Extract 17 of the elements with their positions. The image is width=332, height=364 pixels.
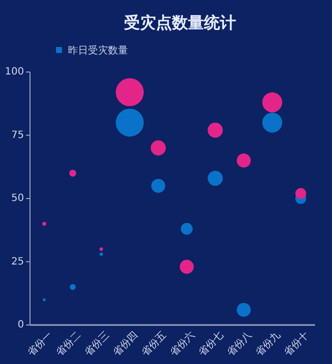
x-tick-label: 省份八: [224, 329, 254, 359]
x-tick-label: 省份九: [253, 329, 283, 359]
x-tick-label: 省份五: [139, 329, 169, 359]
x-tick-label: 省份一: [25, 329, 55, 359]
x-tick-label: 省份二: [54, 329, 84, 359]
x-tick-label: 省份四: [110, 329, 140, 359]
y-tick-label: 100: [4, 66, 24, 78]
y-tick-label: 0: [18, 320, 24, 331]
legend-label: 昨日受灾数量: [68, 44, 128, 57]
y-tick-label: 25: [11, 256, 24, 268]
x-tick-label: 省份三: [82, 329, 112, 359]
x-tick-label: 省份十: [282, 329, 312, 359]
y-tick-label: 75: [11, 130, 24, 141]
x-tick-label: 省份六: [168, 329, 198, 359]
chart-title: 受灾点数量统计: [123, 13, 236, 32]
x-tick-label: 省份七: [196, 329, 226, 359]
y-tick-label: 50: [11, 193, 24, 204]
